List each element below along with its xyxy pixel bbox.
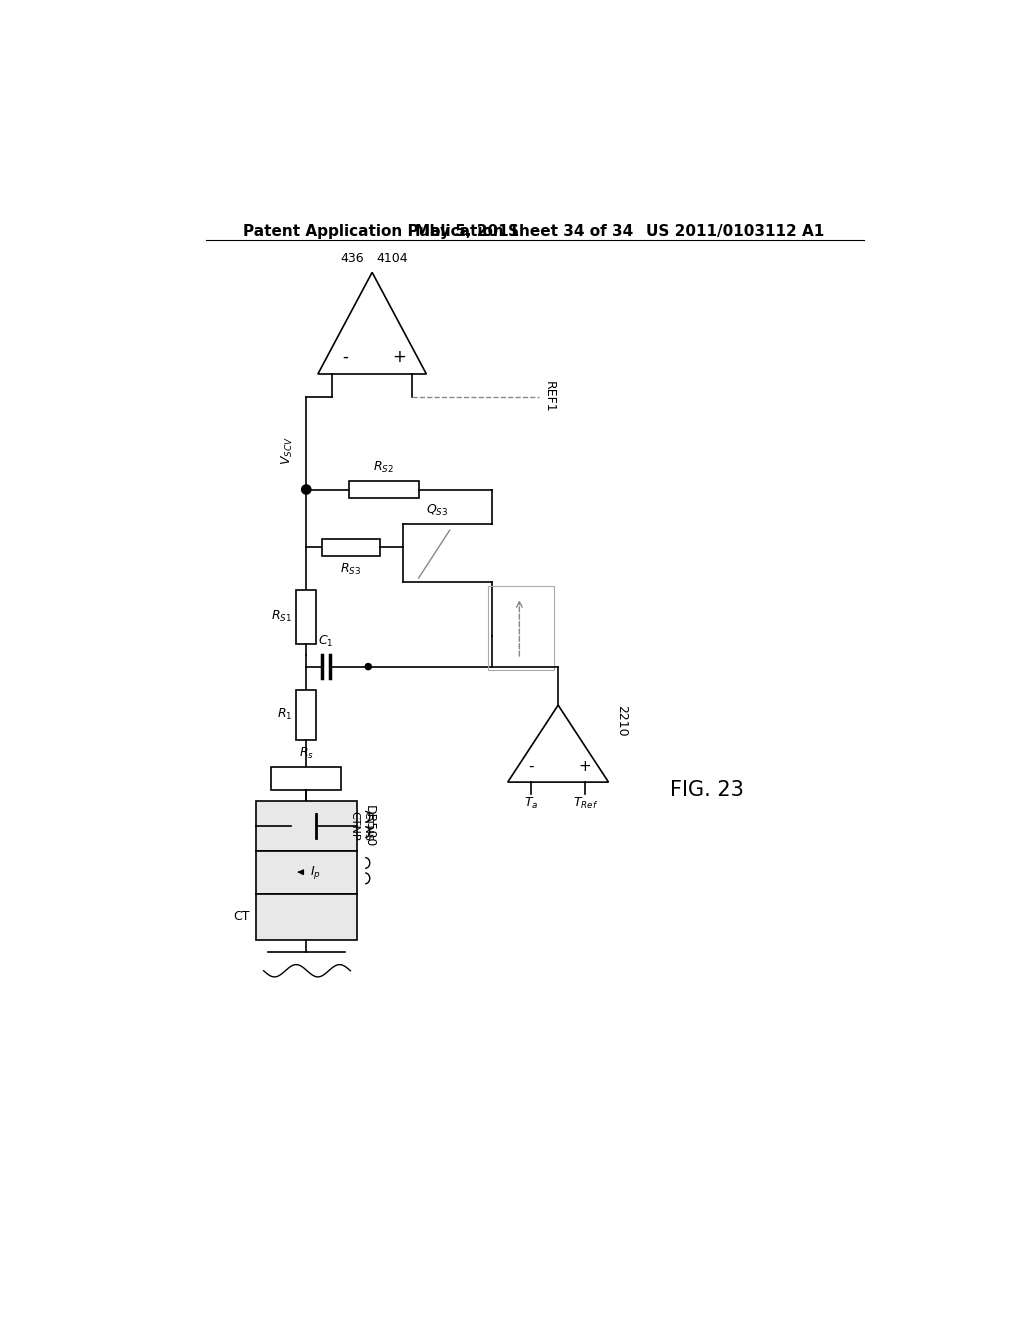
Text: -: - bbox=[528, 759, 534, 775]
Text: May 5, 2011: May 5, 2011 bbox=[415, 224, 519, 239]
Circle shape bbox=[302, 484, 311, 494]
Text: CT: CT bbox=[233, 911, 250, 924]
Text: $I_p$: $I_p$ bbox=[310, 863, 321, 880]
Text: $T_{Ref}$: $T_{Ref}$ bbox=[572, 796, 598, 810]
Circle shape bbox=[366, 664, 372, 669]
Bar bbox=[296, 689, 316, 739]
Text: Sheet 34 of 34: Sheet 34 of 34 bbox=[508, 224, 633, 239]
Text: $R_{S1}$: $R_{S1}$ bbox=[271, 609, 292, 624]
Text: $V_{SCV}$: $V_{SCV}$ bbox=[281, 437, 295, 466]
Bar bbox=[322, 539, 380, 556]
Text: +: + bbox=[579, 759, 592, 775]
Text: DR500: DR500 bbox=[362, 805, 376, 847]
Text: +: + bbox=[392, 348, 407, 366]
Text: FIG. 23: FIG. 23 bbox=[671, 780, 744, 800]
Text: Patent Application Publication: Patent Application Publication bbox=[243, 224, 504, 239]
Text: US 2011/0103112 A1: US 2011/0103112 A1 bbox=[646, 224, 824, 239]
Text: 2210: 2210 bbox=[614, 705, 628, 737]
Text: CTNP: CTNP bbox=[349, 812, 358, 841]
Bar bbox=[349, 480, 419, 498]
Text: $R_{S2}$: $R_{S2}$ bbox=[374, 459, 394, 475]
Text: -: - bbox=[342, 348, 348, 366]
Text: $R_1$: $R_1$ bbox=[276, 706, 292, 722]
Text: $T_a$: $T_a$ bbox=[524, 796, 539, 810]
Text: $R_{S3}$: $R_{S3}$ bbox=[340, 562, 361, 577]
Text: 436: 436 bbox=[341, 252, 365, 264]
Text: CTNS: CTNS bbox=[362, 810, 372, 841]
Text: 4104: 4104 bbox=[376, 252, 408, 264]
Text: $C_1$: $C_1$ bbox=[317, 634, 334, 649]
Bar bbox=[256, 894, 356, 940]
Text: REF1: REF1 bbox=[543, 381, 556, 413]
Bar bbox=[271, 767, 341, 789]
Text: $Q_{S3}$: $Q_{S3}$ bbox=[426, 503, 449, 517]
Bar bbox=[488, 586, 554, 671]
Bar bbox=[256, 851, 356, 894]
Text: $R_s$: $R_s$ bbox=[299, 746, 313, 760]
Bar bbox=[256, 801, 356, 851]
Bar bbox=[296, 590, 316, 644]
